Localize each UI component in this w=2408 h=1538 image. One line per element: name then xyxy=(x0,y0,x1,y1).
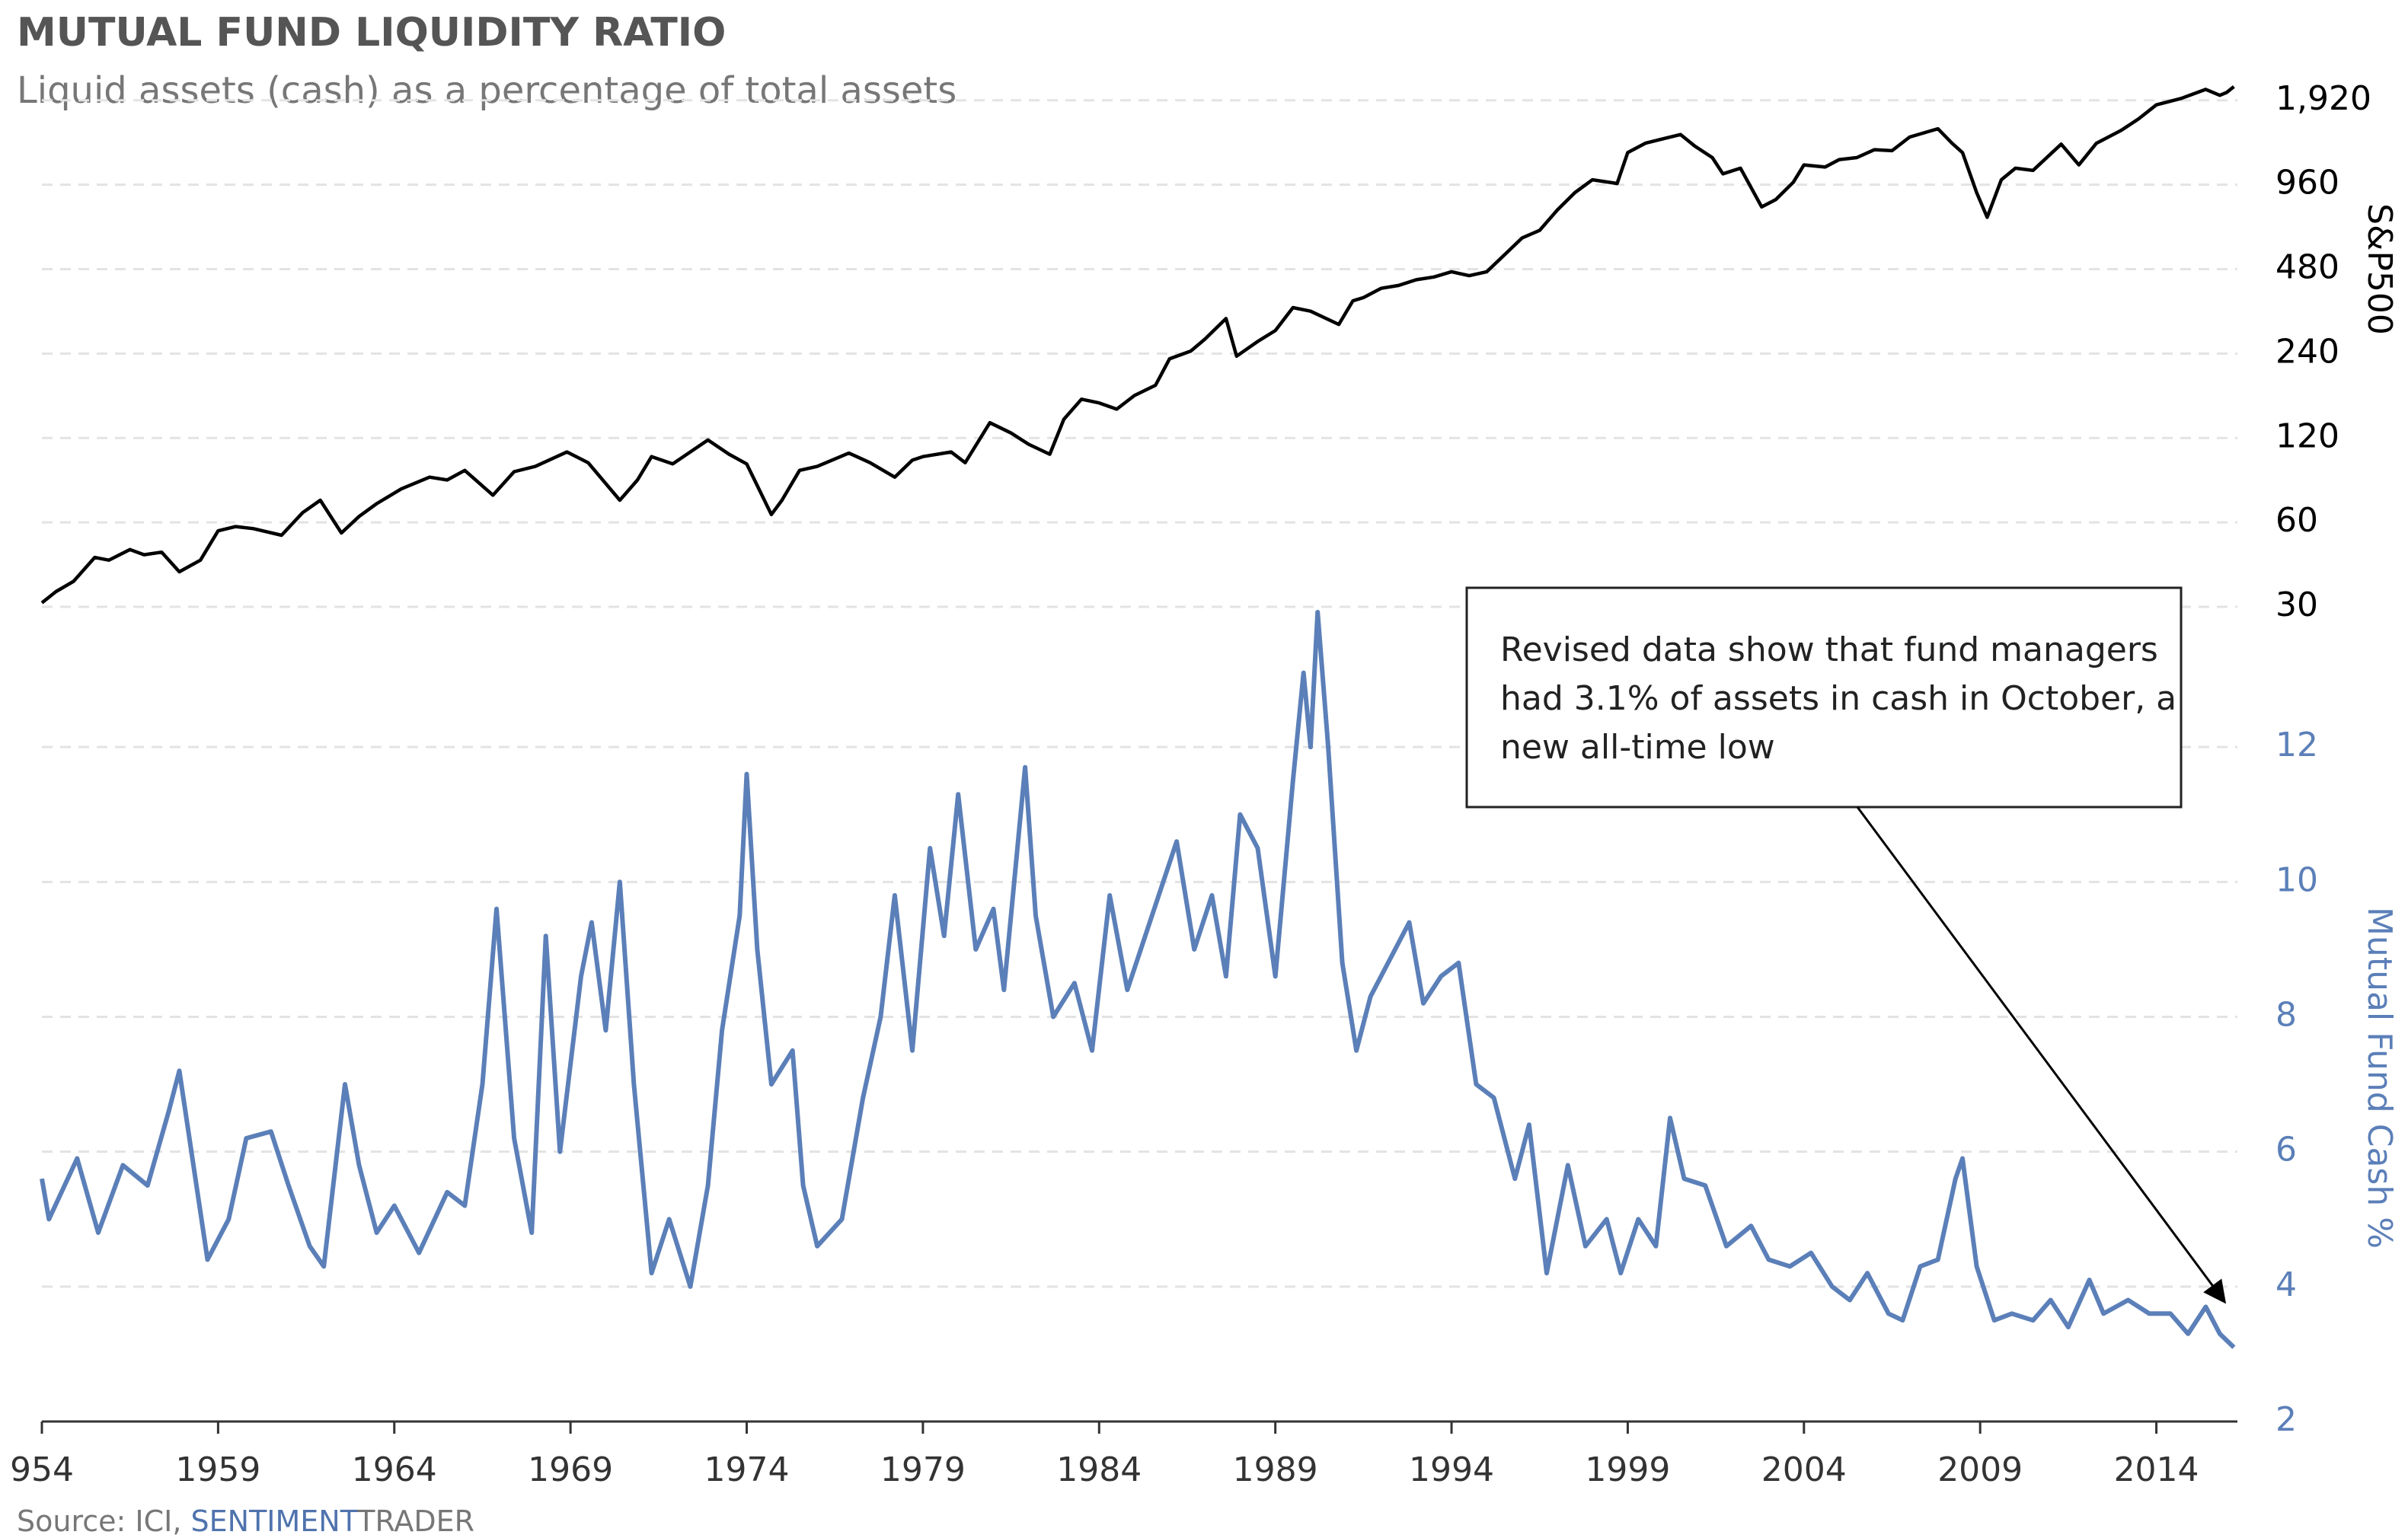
y-tick-label: 1,920 xyxy=(2275,79,2371,118)
y-tick-label: 960 xyxy=(2275,164,2339,203)
y-tick-label: 60 xyxy=(2275,501,2318,540)
y-tick-label: 10 xyxy=(2275,860,2318,899)
annotation-text: new all-time low xyxy=(1500,728,1775,767)
data-line xyxy=(40,610,2236,1349)
y-tick-label: 8 xyxy=(2275,996,2297,1035)
annotation-box xyxy=(1465,586,2183,809)
x-tick-label: 1994 xyxy=(1409,1450,1494,1489)
y-tick-label: 480 xyxy=(2275,248,2339,287)
x-tick-label: 1964 xyxy=(352,1450,437,1489)
y-axis-title: S&P500 xyxy=(2360,203,2399,335)
source-brand-suffix: TRADER xyxy=(356,1504,474,1538)
x-tick-label: 1984 xyxy=(1056,1450,1142,1489)
x-tick-label: 1974 xyxy=(704,1450,790,1489)
x-tick-label: 2009 xyxy=(1937,1450,2023,1489)
x-tick-label: 1979 xyxy=(880,1450,966,1489)
x-tick-label: 954 xyxy=(10,1450,74,1489)
y-tick-label: 120 xyxy=(2275,416,2339,455)
y-tick-label: 2 xyxy=(2275,1400,2297,1439)
x-tick-label: 1999 xyxy=(1585,1450,1670,1489)
chart-subtitle: Liquid assets (cash) as a percentage of … xyxy=(17,69,956,112)
source-brand: SENTIMENT xyxy=(191,1504,359,1538)
y-axis-title: Mutual Fund Cash % xyxy=(2360,907,2399,1249)
y-tick-label: 6 xyxy=(2275,1131,2297,1169)
x-tick-label: 2004 xyxy=(1761,1450,1847,1489)
data-line xyxy=(40,85,2235,605)
y-tick-label: 30 xyxy=(2275,586,2318,624)
x-tick-label: 1969 xyxy=(528,1450,613,1489)
y-tick-label: 12 xyxy=(2275,726,2318,764)
source-prefix: Source: ICI, xyxy=(17,1504,191,1538)
y-tick-label: 240 xyxy=(2275,332,2339,371)
annotation-text: Revised data show that fund managers xyxy=(1500,630,2158,669)
x-tick-label: 1989 xyxy=(1233,1450,1318,1489)
source-note: Source: ICI, SENTIMENTTRADER xyxy=(17,1504,474,1538)
annotation-arrow xyxy=(1856,806,2227,1304)
y-tick-label: 4 xyxy=(2275,1265,2297,1304)
chart-title: MUTUAL FUND LIQUIDITY RATIO xyxy=(17,10,726,56)
x-tick-label: 1959 xyxy=(175,1450,260,1489)
annotation-text: had 3.1% of assets in cash in October, a xyxy=(1500,679,2176,718)
x-tick-label: 2014 xyxy=(2114,1450,2199,1489)
